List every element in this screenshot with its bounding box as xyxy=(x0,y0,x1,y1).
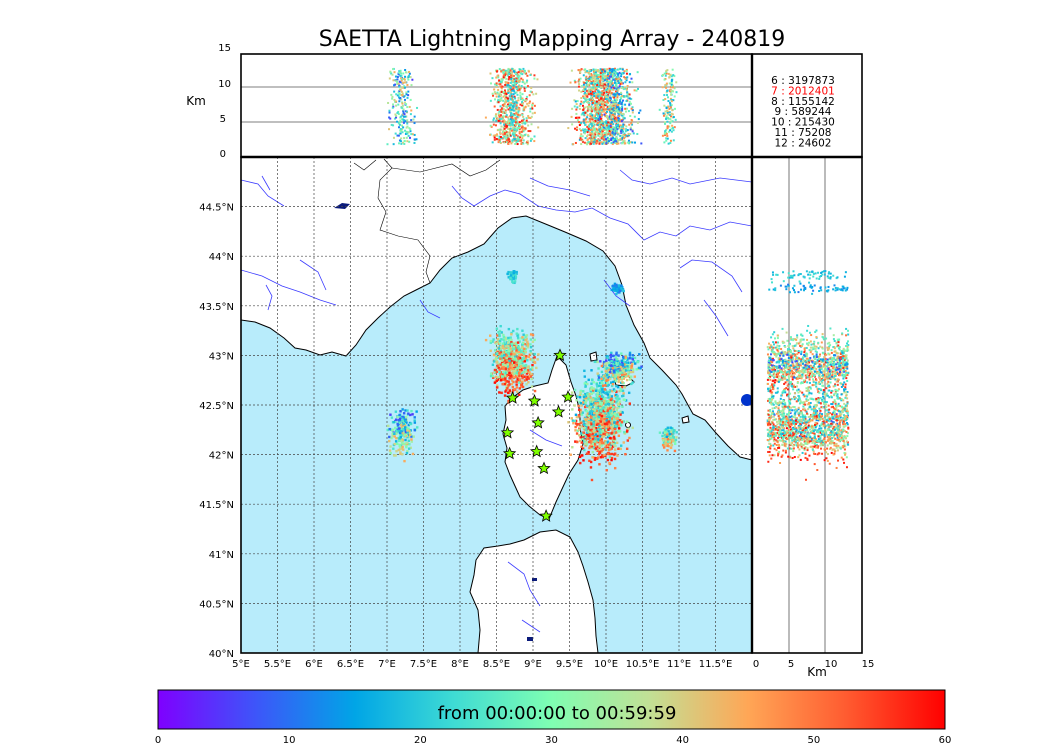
giglio-island xyxy=(681,415,690,424)
lon-tick-label: 8.5°E xyxy=(483,659,510,670)
station-star-icon xyxy=(500,425,515,439)
lake xyxy=(532,578,537,581)
station-star-icon xyxy=(561,390,575,403)
station-star-icon xyxy=(551,404,566,418)
side-xtick-0: 0 xyxy=(753,659,759,670)
top-ylabel: Km xyxy=(186,94,206,108)
station-star-icon xyxy=(537,461,551,475)
lon-tick-label: 9°E xyxy=(524,659,542,670)
lon-tick-label: 6°E xyxy=(305,659,323,670)
top-ytick-10: 10 xyxy=(218,79,231,90)
lat-tick-label: 44.5°N xyxy=(199,203,234,214)
lake-2 xyxy=(527,637,533,641)
station-star-icon xyxy=(529,444,544,458)
lon-tick-label: 7.5°E xyxy=(410,659,437,670)
top-scatter xyxy=(386,67,678,146)
station-star-icon xyxy=(527,393,542,407)
lat-tick-label: 40.5°N xyxy=(199,599,234,610)
colorbar-gradient xyxy=(157,689,946,730)
legend-entry: 11 : 75208 xyxy=(775,127,832,139)
station-star-icon xyxy=(502,446,517,460)
sardinia-land xyxy=(469,529,599,653)
side-xtick-5: 5 xyxy=(788,659,794,670)
legend-entry: 7 : 2012401 xyxy=(771,85,835,97)
top-ytick-5: 5 xyxy=(220,114,226,125)
side-scatter xyxy=(766,270,850,481)
lat-tick-label: 41°N xyxy=(209,550,234,561)
capraia-island xyxy=(589,351,598,362)
figure-title: SAETTA Lightning Mapping Array - 240819 xyxy=(319,27,786,52)
side-edge-cluster xyxy=(741,394,753,406)
corsica-land xyxy=(502,355,584,520)
lat-tick-label: 44°N xyxy=(209,252,234,263)
colorbar-tick: 50 xyxy=(807,735,820,746)
top-ytick-0: 0 xyxy=(220,149,226,160)
lon-tick-label: 5.5°E xyxy=(264,659,291,670)
map-panel: 5°E 5.5°E 6°E 6.5°E 7°E 7.5°E 8°E 8.5°E 9°E 9.5°E… xyxy=(199,156,753,670)
colorbar-tick: 10 xyxy=(283,735,296,746)
lat-tick-label: 43°N xyxy=(209,351,234,362)
lon-tick-label: 8°E xyxy=(451,659,469,670)
lake-geneva xyxy=(334,203,350,209)
lon-tick-label: 7°E xyxy=(378,659,396,670)
lat-tick-label: 43.5°N xyxy=(199,302,234,313)
colorbar-tick: 30 xyxy=(545,735,558,746)
side-xtick-10: 10 xyxy=(825,659,838,670)
legend-entry: 10 : 215430 xyxy=(771,117,835,129)
lat-tick-label: 42°N xyxy=(209,451,234,462)
lon-tick-label: 9.5°E xyxy=(556,659,583,670)
lat-tick-label: 42.5°N xyxy=(199,401,234,412)
time-colorbar: from 00:00:00 to 00:59:59 0 10 20 30 40 50 60 xyxy=(155,689,952,746)
legend-entry: 9 : 589244 xyxy=(775,106,832,118)
rivers xyxy=(241,169,752,633)
colorbar-tick: 40 xyxy=(676,735,689,746)
altitude-longitude-panel: Km 0 5 10 15 xyxy=(186,43,753,160)
montecristo-island xyxy=(625,422,631,428)
colorbar-tick: 0 xyxy=(155,735,161,746)
france-italy-border xyxy=(377,158,431,284)
colorbar-label: from 00:00:00 to 00:59:59 xyxy=(438,703,677,724)
legend-entry: 6 : 3197873 xyxy=(771,75,835,87)
lon-tick-label: 5°E xyxy=(232,659,250,670)
swiss-border xyxy=(353,159,501,177)
station-markers xyxy=(500,348,575,522)
lat-tick-label: 41.5°N xyxy=(199,500,234,511)
lon-tick-label: 11°E xyxy=(667,659,691,670)
lon-tick-label: 10°E xyxy=(594,659,618,670)
station-star-icon xyxy=(531,415,545,429)
station-star-icon xyxy=(539,509,553,522)
colorbar-tick: 60 xyxy=(939,735,952,746)
legend-entry: 8 : 1155142 xyxy=(771,96,835,108)
lat-tick-label: 40°N xyxy=(209,649,234,660)
side-xlabel: Km xyxy=(807,665,827,679)
top-ytick-15: 15 xyxy=(218,43,231,54)
station-star-icon xyxy=(505,391,520,404)
side-xtick-15: 15 xyxy=(862,659,875,670)
colorbar-tick: 20 xyxy=(414,735,427,746)
station-star-icon xyxy=(553,348,567,362)
legend-entry: 12 : 24602 xyxy=(775,137,832,149)
lon-tick-label: 6.5°E xyxy=(337,659,364,670)
lon-tick-label: 11.5°E xyxy=(699,659,733,670)
lon-tick-label: 10.5°E xyxy=(626,659,660,670)
map-scatter xyxy=(386,270,678,482)
latitude-altitude-panel: 0 5 10 15 Km xyxy=(241,54,874,679)
mainland-land xyxy=(241,157,752,461)
